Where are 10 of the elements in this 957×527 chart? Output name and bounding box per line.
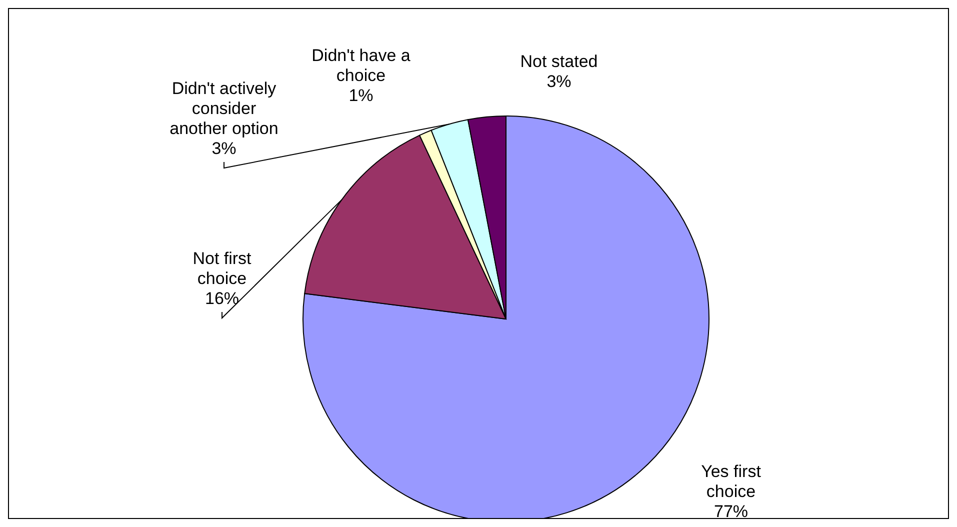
data-label: 3% — [212, 139, 236, 158]
slice-label: Didn't actively consider another option — [170, 79, 278, 138]
slice-label: Not stated — [520, 52, 598, 71]
slice-label: Didn't have a choice — [312, 46, 411, 85]
data-label: 3% — [546, 72, 572, 91]
data-label: 16% — [204, 289, 240, 308]
data-label: 1% — [348, 86, 374, 105]
slice-label: Not first choice — [192, 249, 252, 288]
slice-label: Yes first choice — [701, 462, 762, 501]
data-label: 77% — [714, 502, 748, 521]
